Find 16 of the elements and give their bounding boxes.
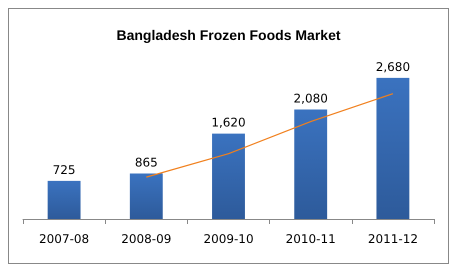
- x-tick-label: 2009-10: [203, 232, 254, 246]
- bar: [48, 180, 81, 219]
- bar: [130, 173, 163, 219]
- data-label: 725: [52, 162, 76, 177]
- x-tick-label: 2008-09: [121, 232, 172, 246]
- data-label: 2,680: [376, 60, 410, 74]
- x-tick-label: 2010-11: [286, 232, 336, 246]
- bar: [212, 134, 245, 219]
- data-label: 2,080: [294, 91, 328, 106]
- x-tick-label: 2011-12: [368, 232, 418, 246]
- data-label: 865: [134, 155, 158, 170]
- data-label: 1,620: [211, 116, 246, 130]
- bar: [376, 78, 410, 219]
- x-tick-label: 2007-08: [39, 232, 90, 246]
- bar: [294, 109, 328, 219]
- chart-title: Bangladesh Frozen Foods Market: [116, 27, 341, 43]
